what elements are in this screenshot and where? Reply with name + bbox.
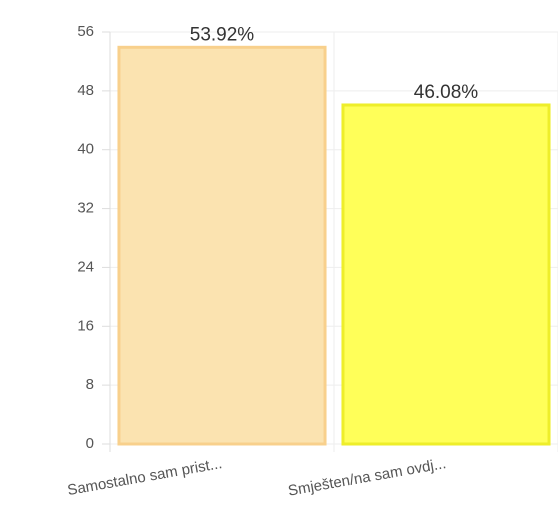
bar — [341, 103, 551, 446]
bar — [117, 45, 327, 446]
x-tick-label: Smješten/na sam ovdj... — [287, 455, 448, 500]
value-label: 46.08% — [414, 82, 479, 103]
y-tick-label: 16 — [77, 317, 94, 334]
y-tick-label: 48 — [77, 82, 94, 99]
y-tick-label: 56 — [77, 23, 94, 40]
x-tick-label: Samostalno sam prist... — [66, 455, 223, 499]
value-label: 53.92% — [190, 24, 255, 45]
y-tick-label: 40 — [77, 141, 94, 158]
y-tick-label: 32 — [77, 200, 94, 217]
y-tick-label: 24 — [77, 258, 94, 275]
y-tick-label: 0 — [86, 435, 94, 452]
y-tick-label: 8 — [86, 376, 94, 393]
